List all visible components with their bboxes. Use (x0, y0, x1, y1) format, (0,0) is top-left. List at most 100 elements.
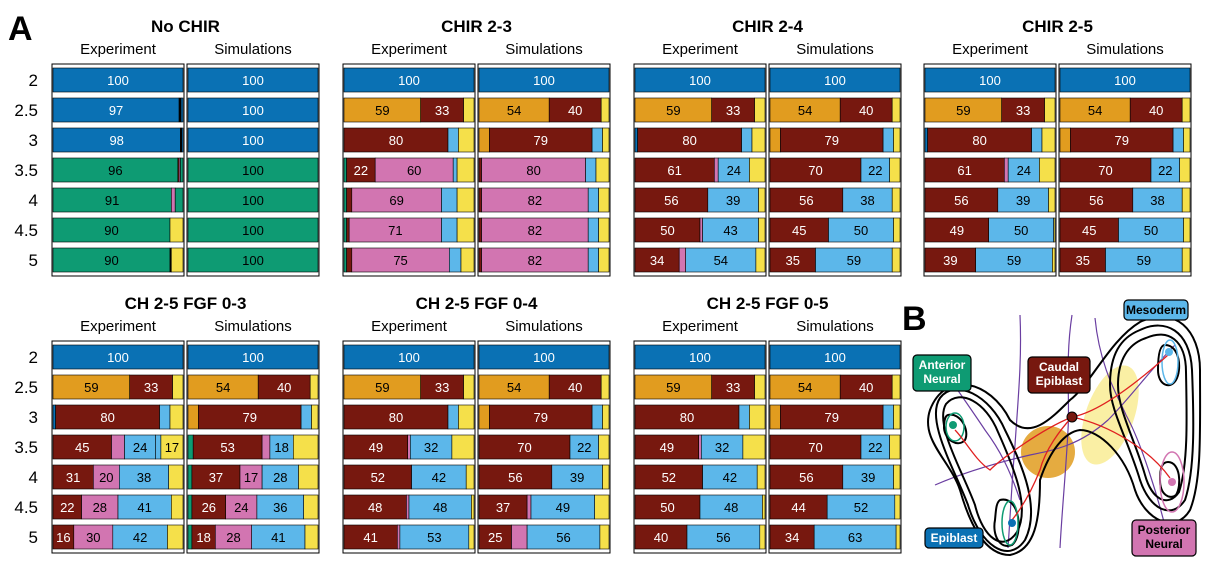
bar-segment (1052, 248, 1055, 272)
bar-value-label: 40 (568, 103, 582, 118)
bar-segment (262, 435, 270, 459)
label-text: Posterior (1138, 523, 1191, 537)
bar-value-label: 34 (785, 530, 799, 545)
column-header: Simulations (214, 318, 292, 335)
bar-value-label: 52 (662, 470, 676, 485)
panel-title: CHIR 2-3 (441, 17, 512, 36)
bar-value-label: 61 (957, 163, 971, 178)
column-header: Experiment (80, 41, 157, 58)
bar-value-label: 35 (786, 253, 800, 268)
bar-segment (890, 158, 900, 182)
bar-segment (759, 218, 766, 242)
panel-4: CHIR 2-5Experiment Simulations10059 338061… (924, 17, 1191, 276)
bar-value-label: 59 (1007, 253, 1021, 268)
bar-value-label: 49 (660, 440, 674, 455)
row-label: 2.5 (14, 101, 38, 120)
bar-segment (755, 98, 765, 122)
bar-value-label: 54 (507, 103, 521, 118)
bar-segment (892, 375, 900, 399)
bar-segment (755, 375, 765, 399)
bar-segment (173, 375, 183, 399)
bar-segment (442, 218, 458, 242)
bar-value-label: 59 (1137, 253, 1151, 268)
bar-segment (188, 435, 193, 459)
bar-value-label: 36 (273, 500, 287, 515)
bar-value-label: 91 (105, 193, 119, 208)
bar-value-label: 54 (1088, 103, 1102, 118)
row-label: 4.5 (14, 498, 38, 517)
column-header: Simulations (1086, 41, 1164, 58)
panel-5: CH 2-5 FGF 0-3Experiment Simulations10059… (52, 294, 319, 553)
bar-value-label: 80 (526, 163, 540, 178)
bar-value-label: 41 (363, 530, 377, 545)
bar-value-label: 56 (954, 193, 968, 208)
bar-segment (479, 405, 489, 429)
bar-value-label: 56 (799, 470, 813, 485)
bar-value-label: 28 (273, 470, 287, 485)
bar-segment (301, 405, 311, 429)
bar-segment (892, 248, 900, 272)
bar-value-label: 59 (375, 380, 389, 395)
panel-letter-a: A (8, 10, 33, 48)
bar-segment (1182, 98, 1190, 122)
bar-segment (464, 375, 474, 399)
bar-segment (588, 188, 598, 212)
bar-value-label: 28 (226, 530, 240, 545)
bar-value-label: 34 (650, 253, 664, 268)
bar-segment (714, 158, 718, 182)
bar-segment (188, 405, 198, 429)
bar-value-label: 100 (107, 73, 129, 88)
bar-value-label: 40 (277, 380, 291, 395)
bar-value-label: 24 (1017, 163, 1031, 178)
bar-value-label: 33 (726, 103, 740, 118)
bar-value-label: 52 (854, 500, 868, 515)
row-label: 5 (29, 251, 38, 270)
bar-value-label: 48 (433, 500, 447, 515)
column-header: Experiment (80, 318, 157, 335)
bar-value-label: 80 (389, 410, 403, 425)
bar-value-label: 80 (100, 410, 114, 425)
bar-value-label: 100 (398, 73, 420, 88)
bar-value-label: 17 (244, 470, 258, 485)
bar-segment (453, 158, 457, 182)
bar-value-label: 100 (689, 73, 711, 88)
row-label: 5 (29, 528, 38, 547)
bar-value-label: 80 (680, 410, 694, 425)
bar-value-label: 70 (808, 440, 822, 455)
bar-segment (595, 495, 609, 519)
bar-segment (527, 495, 531, 519)
point-anterior-neural (949, 421, 957, 429)
bar-segment (188, 495, 192, 519)
panel-title: CH 2-5 FGF 0-4 (416, 294, 538, 313)
panel-3: CHIR 2-4Experiment Simulations10059 338061… (634, 17, 901, 276)
column-header: Simulations (505, 41, 583, 58)
bar-segment (895, 495, 900, 519)
bar-segment (170, 218, 183, 242)
row-label: 3 (29, 131, 38, 150)
bar-segment (188, 525, 192, 549)
panel-title: CHIR 2-5 (1022, 17, 1093, 36)
bar-value-label: 40 (859, 380, 873, 395)
bar-segment (592, 128, 602, 152)
bar-value-label: 96 (108, 163, 122, 178)
bar-value-label: 54 (798, 103, 812, 118)
bar-segment (586, 158, 596, 182)
bar-value-label: 100 (1114, 73, 1136, 88)
label-text: Neural (923, 372, 960, 386)
bar-segment (479, 248, 482, 272)
bar-value-label: 70 (517, 440, 531, 455)
bar-segment (458, 405, 474, 429)
bar-value-label: 40 (1149, 103, 1163, 118)
bar-segment (742, 128, 752, 152)
bar-value-label: 53 (427, 530, 441, 545)
bar-value-label: 82 (528, 253, 542, 268)
bar-value-label: 33 (1016, 103, 1030, 118)
bar-segment (181, 98, 183, 122)
bar-value-label: 59 (956, 103, 970, 118)
bar-value-label: 79 (825, 133, 839, 148)
bar-value-label: 97 (109, 103, 123, 118)
label-text: Epiblast (931, 531, 978, 545)
bar-segment (448, 405, 458, 429)
bar-value-label: 33 (435, 103, 449, 118)
bar-value-label: 48 (724, 500, 738, 515)
